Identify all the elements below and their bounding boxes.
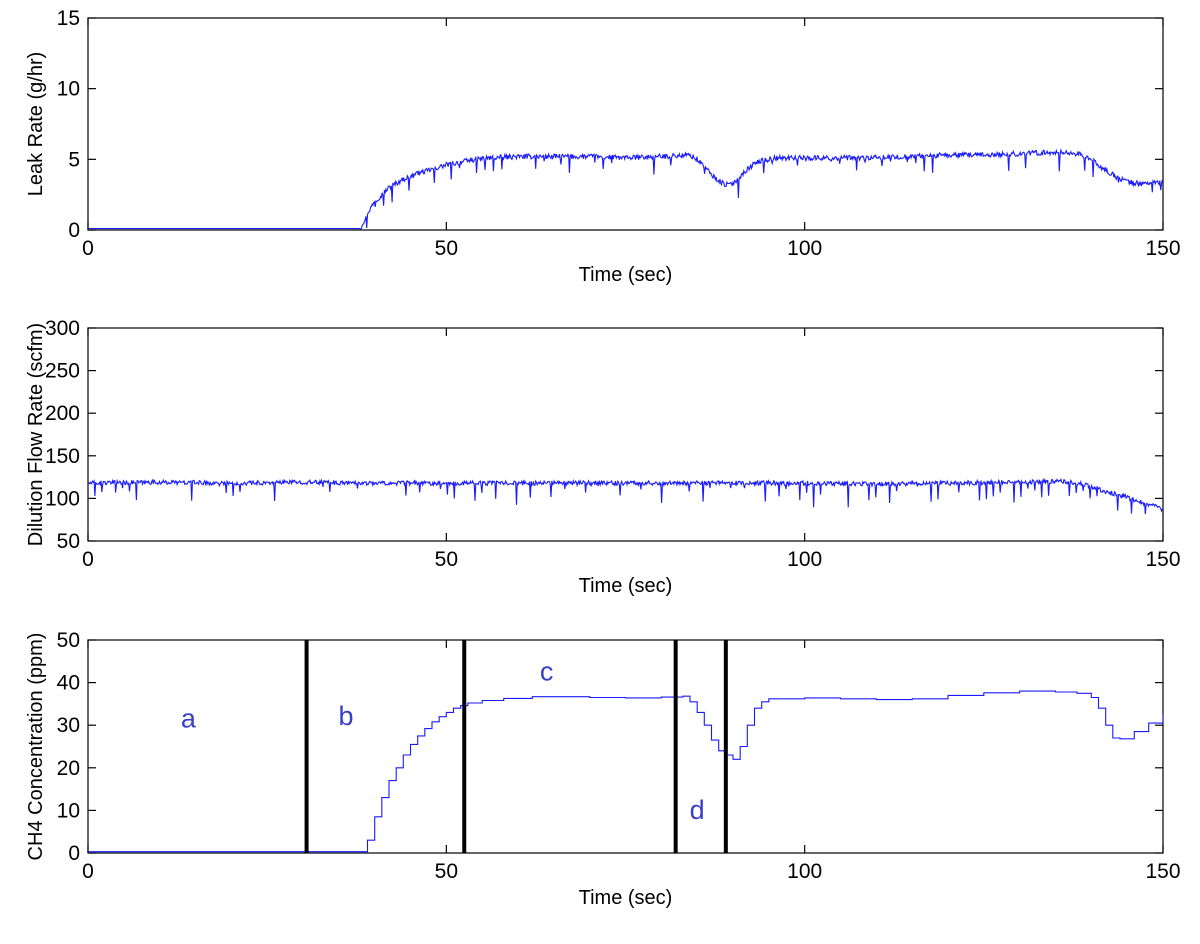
dilution-flow-y-tick-label: 300: [45, 317, 80, 340]
ch4-x-tick-label: 0: [82, 860, 94, 883]
leak-rate-x-tick-label: 150: [1145, 237, 1180, 260]
ch4-y-tick-label: 10: [57, 799, 80, 822]
leak-rate-y-tick-label: 10: [57, 78, 80, 101]
leak-rate-x-tick-label: 100: [787, 237, 822, 260]
dilution-flow-x-tick-label: 150: [1145, 548, 1180, 571]
dilution-flow-y-tick-label: 200: [45, 402, 80, 425]
dilution-flow-y-tick-label: 150: [45, 445, 80, 468]
ch4-y-tick-label: 50: [57, 629, 80, 652]
dilution-flow-x-axis-title: Time (sec): [579, 575, 673, 597]
leak-rate-y-tick-label: 0: [68, 219, 80, 242]
dilution-flow-y-tick-label: 250: [45, 360, 80, 383]
ch4-x-axis-title: Time (sec): [579, 887, 673, 909]
region-label-b: b: [338, 701, 353, 731]
region-label-d: d: [690, 795, 705, 825]
ch4-y-tick-label: 0: [68, 842, 80, 865]
dilution-flow-y-tick-label: 50: [57, 530, 80, 553]
dilution-flow-y-axis-title: Dilution Flow Rate (scfm): [25, 323, 47, 546]
ch4-y-axis-title: CH4 Concentration (ppm): [25, 633, 47, 861]
dilution-flow-y-tick-label: 100: [45, 487, 80, 510]
leak-rate-x-tick-label: 50: [435, 237, 458, 260]
region-label-a: a: [181, 703, 197, 733]
ch4-x-tick-label: 50: [435, 860, 458, 883]
dilution-flow-series-line: [87, 477, 1164, 515]
leak-rate-x-axis-title: Time (sec): [579, 264, 673, 286]
dilution-flow-plot-frame: [87, 327, 1164, 542]
ch4-y-tick-label: 30: [57, 714, 80, 737]
ch4-series-line: [88, 690, 1164, 853]
leak-rate-y-tick-label: 5: [68, 148, 80, 171]
leak-rate-chart: 0 50 100 150 0 5 10 15 Time (sec) Leak Rate (g/hr…: [25, 7, 1181, 286]
ch4-y-tick-label: 20: [57, 757, 80, 780]
leak-rate-plot-frame: [87, 17, 1164, 231]
leak-rate-y-axis-title: Leak Rate (g/hr): [25, 52, 47, 197]
ch4-plot-frame: [87, 639, 1164, 854]
ch4-y-tick-label: 40: [57, 672, 80, 695]
ch4-x-tick-label: 100: [787, 860, 822, 883]
leak-rate-y-tick-label: 15: [57, 7, 80, 30]
ch4-x-tick-label: 150: [1145, 860, 1180, 883]
ch4-concentration-chart: 0 50 100 150 0 10 20 30 40 50 Time (sec) CH4 Concen…: [25, 629, 1181, 909]
dilution-flow-x-tick-label: 0: [82, 548, 94, 571]
region-label-c: c: [540, 656, 554, 686]
dilution-flow-x-tick-label: 100: [787, 548, 822, 571]
leak-rate-x-tick-label: 0: [82, 237, 94, 260]
dilution-flow-x-tick-label: 50: [435, 548, 458, 571]
leak-rate-series-line: [88, 147, 1164, 230]
